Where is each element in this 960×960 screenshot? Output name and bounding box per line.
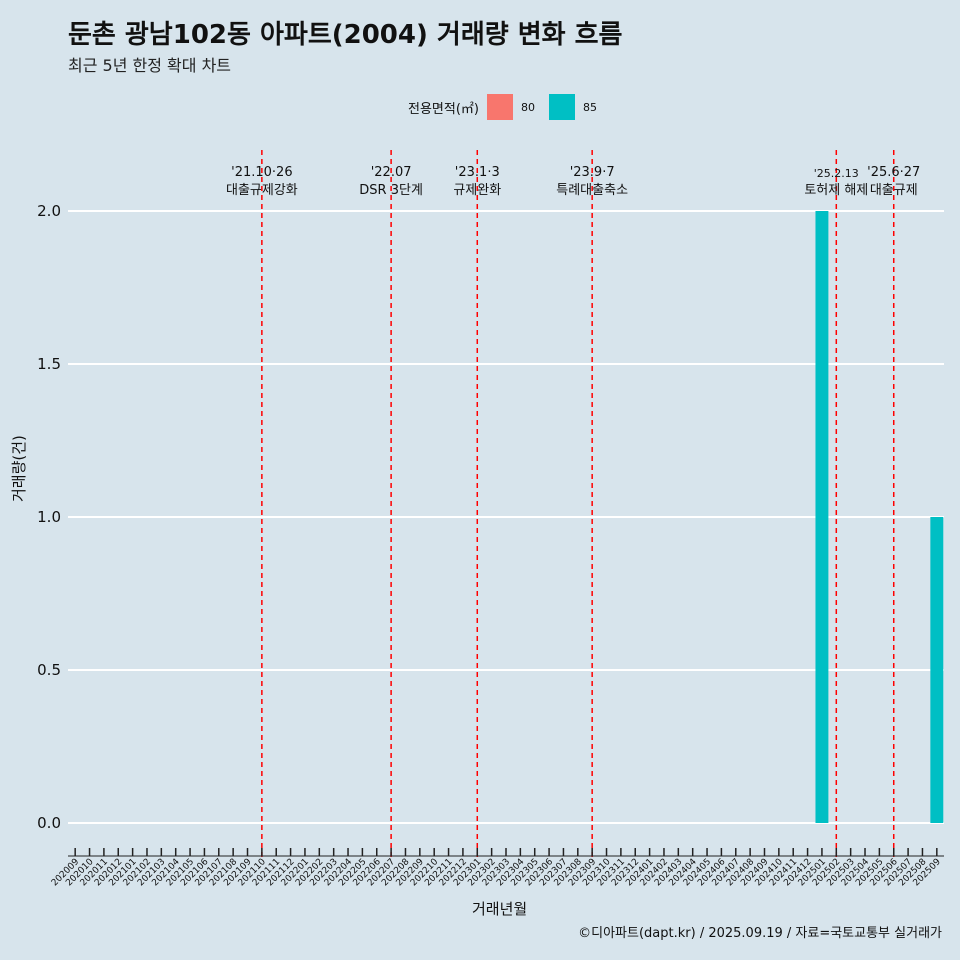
event-label: 규제완화 xyxy=(453,183,501,198)
bar-85-202501 xyxy=(815,211,829,823)
event-date-label: '25.2.13 xyxy=(814,167,859,180)
y-tick-label: 1.0 xyxy=(37,508,61,526)
event-label: 토허제 해제 xyxy=(804,183,868,198)
y-tick-label: 1.5 xyxy=(37,355,61,373)
event-date-label: '23.9·7 xyxy=(570,165,615,180)
legend: 전용면적(㎡) 80 85 xyxy=(408,94,603,120)
legend-swatch-80 xyxy=(486,94,513,120)
x-axis-label: 거래년월 xyxy=(472,900,528,918)
event-label: DSR 3단계 xyxy=(359,183,423,198)
event-date-label: '22.07 xyxy=(371,165,412,180)
y-tick-label: 0.0 xyxy=(37,814,61,832)
event-label: 대출규제강화 xyxy=(226,183,298,198)
event-date-label: '25.6·27 xyxy=(867,165,920,180)
y-tick-label: 0.5 xyxy=(37,661,61,679)
bar-85-202509 xyxy=(930,517,944,823)
legend-swatch-85 xyxy=(548,94,575,120)
chart-caption: ©디아파트(dapt.kr) / 2025.09.19 / 자료=국토교통부 실… xyxy=(578,926,942,941)
event-date-label: '21.10·26 xyxy=(231,165,292,180)
event-date-label: '23.1·3 xyxy=(455,165,500,180)
y-tick-label: 2.0 xyxy=(37,202,61,220)
chart-subtitle: 최근 5년 한정 확대 차트 xyxy=(68,56,232,75)
chart-title: 둔촌 광남102동 아파트(2004) 거래량 변화 흐름 xyxy=(68,20,623,50)
event-label: 특례대출축소 xyxy=(556,183,628,198)
legend-label-80: 80 xyxy=(520,100,535,114)
legend-label-85: 85 xyxy=(582,100,597,114)
event-label: 대출규제 xyxy=(870,183,918,198)
legend-title: 전용면적(㎡) xyxy=(408,101,479,117)
y-axis-label: 거래량(건) xyxy=(10,435,28,502)
